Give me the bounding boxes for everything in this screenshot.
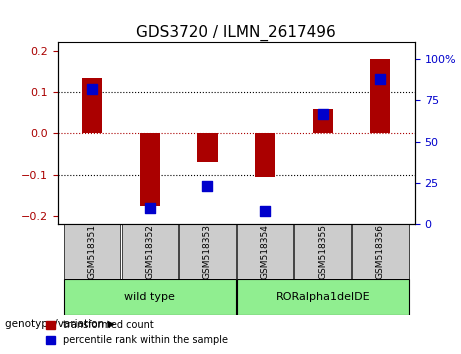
Bar bbox=[370, 59, 390, 133]
Legend: transformed count, percentile rank within the sample: transformed count, percentile rank withi… bbox=[42, 316, 232, 349]
Bar bbox=[140, 133, 160, 206]
Text: GSM518355: GSM518355 bbox=[318, 224, 327, 279]
Bar bbox=[255, 133, 275, 177]
Bar bbox=[197, 133, 218, 162]
Text: GSM518352: GSM518352 bbox=[145, 224, 154, 279]
FancyBboxPatch shape bbox=[237, 224, 293, 279]
Point bbox=[319, 111, 326, 116]
FancyBboxPatch shape bbox=[64, 279, 236, 315]
Point bbox=[89, 86, 96, 92]
Bar bbox=[82, 78, 102, 133]
Text: GSM518353: GSM518353 bbox=[203, 224, 212, 279]
FancyBboxPatch shape bbox=[122, 224, 178, 279]
FancyBboxPatch shape bbox=[352, 224, 408, 279]
FancyBboxPatch shape bbox=[179, 224, 236, 279]
Text: genotype/variation ▶: genotype/variation ▶ bbox=[5, 319, 115, 329]
Point bbox=[146, 205, 154, 211]
Text: wild type: wild type bbox=[124, 292, 175, 302]
Point bbox=[377, 76, 384, 82]
Title: GDS3720 / ILMN_2617496: GDS3720 / ILMN_2617496 bbox=[136, 25, 336, 41]
Text: GSM518356: GSM518356 bbox=[376, 224, 385, 279]
FancyBboxPatch shape bbox=[64, 224, 120, 279]
Text: GSM518354: GSM518354 bbox=[260, 224, 270, 279]
Bar bbox=[313, 109, 333, 133]
FancyBboxPatch shape bbox=[237, 279, 408, 315]
Point bbox=[204, 183, 211, 189]
Text: GSM518351: GSM518351 bbox=[88, 224, 97, 279]
Point bbox=[261, 208, 269, 214]
Text: RORalpha1delDE: RORalpha1delDE bbox=[275, 292, 370, 302]
FancyBboxPatch shape bbox=[295, 224, 351, 279]
